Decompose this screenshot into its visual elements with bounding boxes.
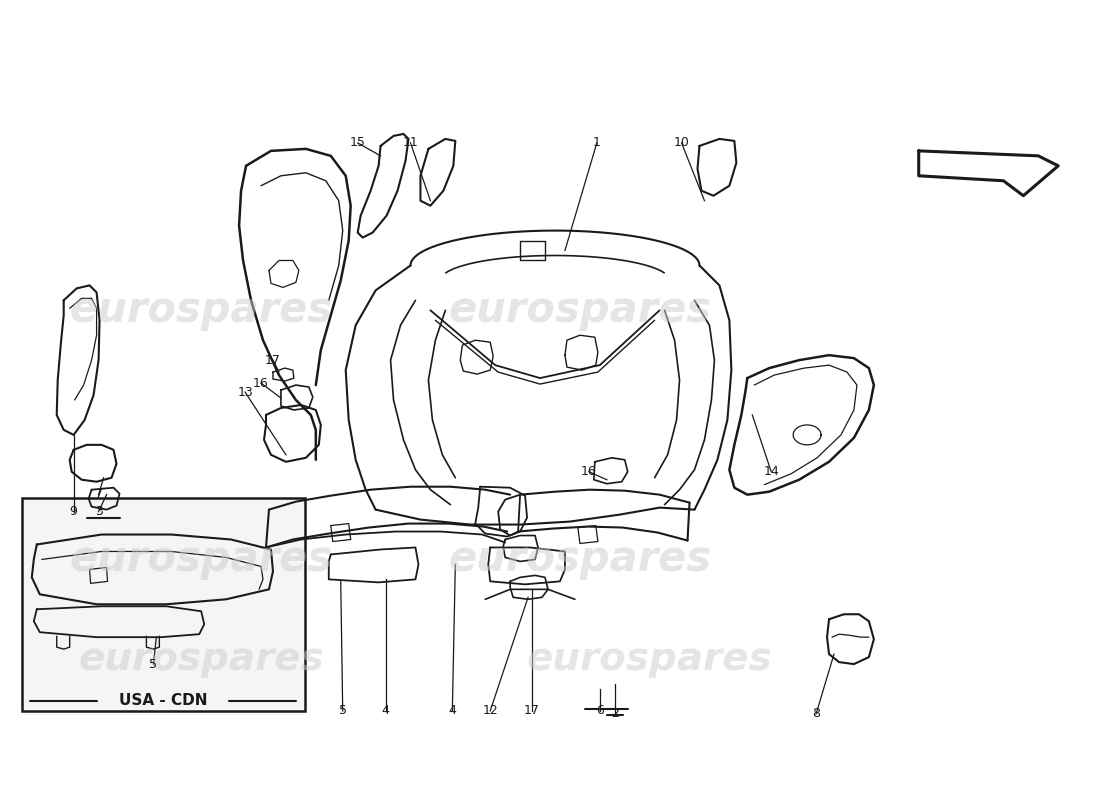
Text: 17: 17: [524, 705, 540, 718]
Text: eurospares: eurospares: [527, 640, 772, 678]
Text: 2: 2: [610, 707, 618, 721]
Text: 9: 9: [69, 505, 78, 518]
Text: 17: 17: [265, 354, 280, 366]
Text: 15: 15: [350, 136, 365, 150]
Text: eurospares: eurospares: [449, 538, 712, 581]
Text: 4: 4: [382, 705, 389, 718]
Text: 16: 16: [253, 377, 268, 390]
Text: 13: 13: [238, 386, 253, 398]
Text: 16: 16: [581, 466, 596, 478]
Text: 10: 10: [673, 136, 690, 150]
Text: 7: 7: [95, 488, 102, 501]
Text: 3: 3: [95, 505, 102, 518]
Text: 1: 1: [593, 136, 601, 150]
Text: eurospares: eurospares: [78, 640, 324, 678]
Text: 14: 14: [763, 466, 779, 478]
Text: eurospares: eurospares: [69, 538, 333, 581]
Text: 11: 11: [403, 136, 418, 150]
Text: 5: 5: [150, 658, 157, 670]
Text: 6: 6: [596, 705, 604, 718]
Text: eurospares: eurospares: [69, 290, 333, 331]
Text: 5: 5: [339, 705, 346, 718]
FancyBboxPatch shape: [22, 498, 305, 711]
Text: USA - CDN: USA - CDN: [119, 694, 208, 709]
Text: 4: 4: [449, 705, 456, 718]
Text: eurospares: eurospares: [449, 290, 712, 331]
Text: 8: 8: [812, 707, 821, 721]
Text: 12: 12: [482, 705, 498, 718]
